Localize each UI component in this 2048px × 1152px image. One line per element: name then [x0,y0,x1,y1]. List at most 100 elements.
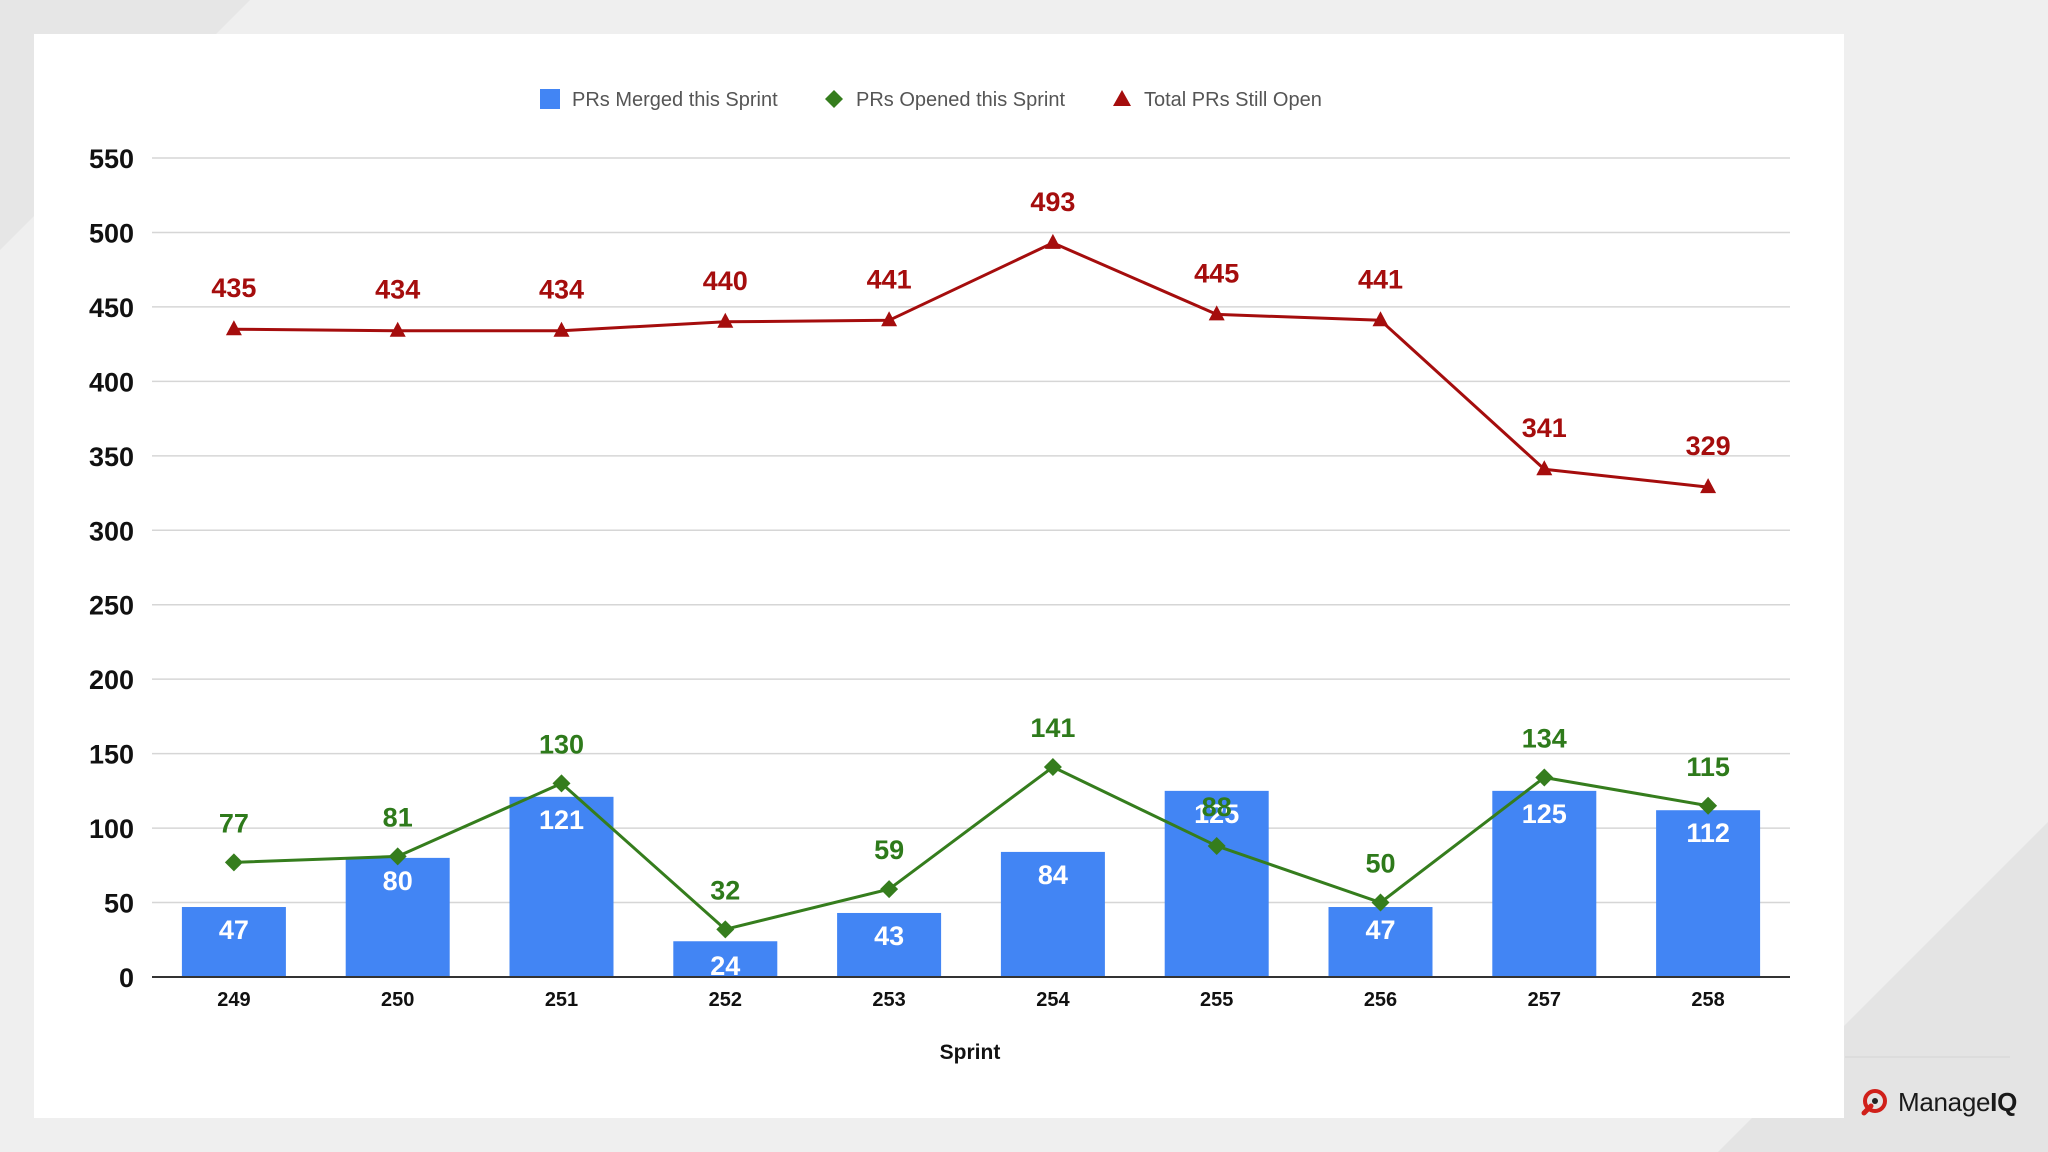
chart-card: PRs Merged this Sprint PRs Opened this Sp… [34,34,1844,1118]
total-point-254 [1044,233,1061,249]
y-tick-550: 550 [89,144,134,174]
brand-name-light: Manage [1898,1086,1991,1117]
manageiq-logo-icon [1861,1089,1887,1116]
opened-point-252 [716,920,735,939]
label-opened-255: 88 [1202,792,1232,822]
label-opened-254: 141 [1030,713,1075,743]
label-opened-251: 130 [539,729,584,759]
label-merged-257: 125 [1522,799,1567,829]
opened-point-257 [1535,768,1554,787]
bar-merged-252 [673,941,778,977]
label-total-251: 434 [539,275,584,305]
y-tick-500: 500 [89,218,134,248]
x-tick-252: 252 [709,989,742,1011]
label-total-250: 434 [375,275,420,305]
label-merged-250: 80 [383,866,413,896]
legend-opened-swatch [825,90,843,108]
x-tick-257: 257 [1528,989,1561,1011]
opened-point-250 [388,847,407,866]
bar-merged-256 [1328,907,1433,977]
total-point-252 [717,312,734,328]
legend-merged-swatch [540,89,560,109]
label-total-254: 493 [1030,187,1075,217]
opened-line [233,765,1709,931]
opened-point-258 [1699,796,1718,815]
label-merged-252: 24 [710,951,740,981]
bar-merged-251 [509,796,614,977]
y-tick-350: 350 [89,442,134,472]
legend-total-label: Total PRs Still Open [1144,89,1322,111]
opened-point-251 [552,774,571,793]
total-point-257 [1536,460,1553,476]
label-merged-253: 43 [874,921,904,951]
bar-merged-257 [1492,790,1597,977]
brand-name-bold: IQ [1990,1086,2018,1117]
total-point-249 [225,320,242,336]
bar-merged-250 [345,857,450,977]
opened-point-255 [1207,836,1226,855]
label-opened-256: 50 [1365,849,1395,879]
x-tick-254: 254 [1036,989,1070,1011]
total-point-258 [1700,478,1717,494]
y-tick-0: 0 [119,963,134,993]
gridlines [152,157,1790,904]
total-point-251 [553,321,570,337]
label-merged-249: 47 [219,915,249,945]
label-merged-251: 121 [539,805,584,835]
label-merged-258: 112 [1686,818,1730,848]
opened-point-254 [1043,758,1062,777]
legend-merged-label: PRs Merged this Sprint [572,89,778,111]
total-point-250 [389,321,406,337]
x-axis-ticks: 249 250 251 252 253 254 255 256 257 258 [217,989,1725,1011]
x-tick-256: 256 [1364,989,1397,1011]
label-total-252: 440 [703,266,748,296]
label-opened-252: 32 [710,875,740,905]
label-total-255: 445 [1194,258,1239,288]
x-tick-255: 255 [1200,989,1233,1011]
legend: PRs Merged this Sprint PRs Opened this Sp… [540,89,1322,111]
legend-total-swatch [1113,90,1131,106]
label-total-253: 441 [867,264,912,294]
y-axis-ticks: 0 50 100 150 200 250 300 350 400 450 500 550 [89,144,134,993]
label-opened-257: 134 [1522,723,1567,753]
opened-point-249 [224,853,243,872]
x-tick-253: 253 [872,989,905,1011]
x-tick-250: 250 [381,989,414,1011]
label-total-256: 441 [1358,264,1403,294]
total-point-256 [1372,311,1389,327]
series-lines [224,233,1718,939]
brand-name: ManageIQ [1898,1087,2017,1118]
bar-merged-258 [1656,810,1761,977]
y-tick-100: 100 [89,814,134,844]
legend-opened-label: PRs Opened this Sprint [856,89,1065,111]
y-tick-50: 50 [104,889,134,919]
bar-merged-254 [1000,851,1105,977]
label-merged-255: 125 [1194,799,1239,829]
opened-point-256 [1371,893,1390,912]
footer-divider [1845,1056,2010,1058]
label-opened-250: 81 [383,802,413,832]
label-opened-258: 115 [1686,752,1730,782]
y-tick-400: 400 [89,367,134,397]
label-total-258: 329 [1686,431,1731,461]
opened-point-253 [880,880,899,899]
y-tick-300: 300 [89,516,134,546]
total-point-255 [1208,305,1225,321]
y-tick-250: 250 [89,591,134,621]
bar-merged-249 [181,907,286,977]
combo-chart: PRs Merged this Sprint PRs Opened this Sp… [89,89,1790,1064]
x-axis-title: Sprint [940,1041,1001,1064]
bar-merged-255 [1164,790,1269,977]
manageiq-logo: ManageIQ [1860,1084,2017,1120]
bar-merged-253 [837,912,942,977]
total-line [233,241,1709,489]
label-merged-254: 84 [1038,860,1068,890]
y-tick-450: 450 [89,293,134,323]
label-opened-249: 77 [219,808,249,838]
label-total-249: 435 [211,273,256,303]
x-tick-258: 258 [1691,989,1724,1011]
label-opened-253: 59 [874,835,904,865]
label-total-257: 341 [1522,413,1567,443]
merged-bars [181,790,1761,977]
label-merged-256: 47 [1365,915,1395,945]
